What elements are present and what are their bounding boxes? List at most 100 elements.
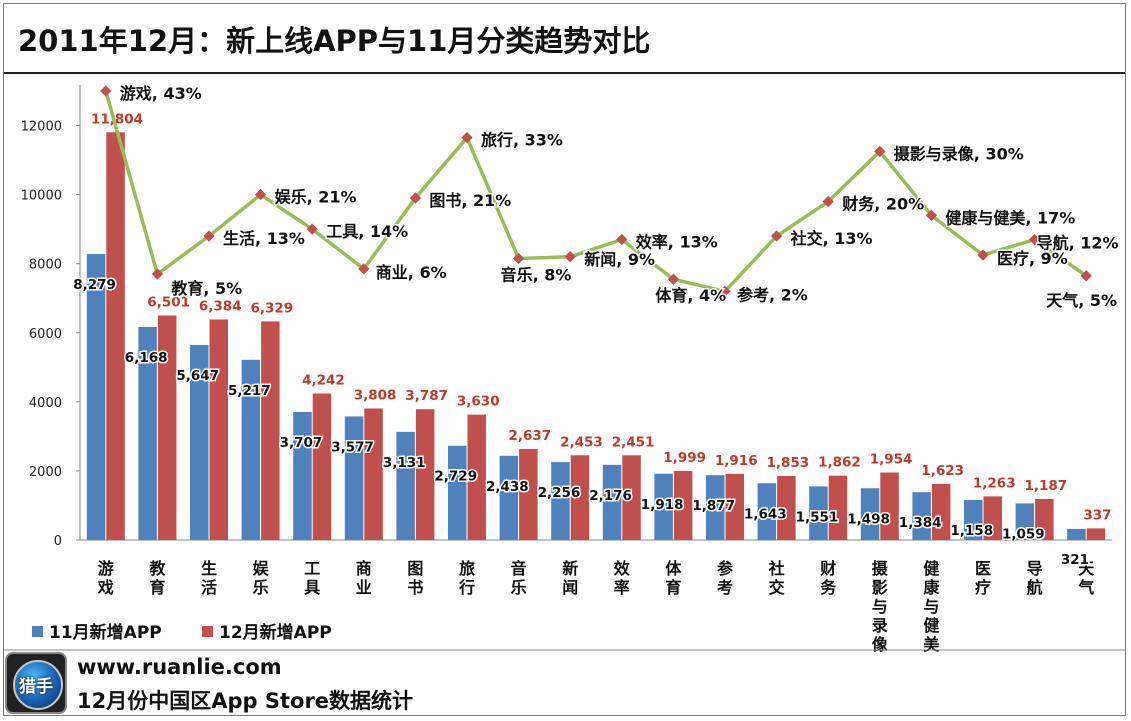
bar-nov: [757, 483, 777, 540]
data-label-dec: 1,187: [1024, 478, 1067, 494]
data-label-dec: 337: [1083, 507, 1111, 523]
bar-nov: [654, 473, 673, 540]
trend-data-label: 娱乐, 21%: [275, 188, 357, 207]
bar-nov: [551, 462, 570, 540]
chart-frame: [3, 3, 1126, 716]
data-label-nov: 321: [1061, 552, 1089, 568]
trend-marker: [874, 145, 886, 158]
trend-marker: [822, 195, 834, 208]
x-category-label: 娱乐: [253, 559, 270, 597]
legend-swatch-dec: [202, 626, 213, 637]
bar-nov: [860, 488, 880, 540]
x-category-label: 财务: [819, 559, 837, 597]
data-label-dec: 11,804: [91, 111, 143, 127]
trend-data-label: 导航, 12%: [1037, 234, 1119, 253]
data-label-dec: 6,384: [199, 299, 242, 315]
y-tick-label: 4000: [29, 396, 62, 411]
trend-marker: [306, 223, 318, 235]
trend-marker: [203, 230, 215, 242]
trend-data-label: 参考, 2%: [737, 285, 808, 304]
data-label-nov: 8,279: [73, 277, 116, 293]
trend-marker: [100, 85, 112, 97]
bar-dec: [931, 483, 951, 540]
data-label-dec: 2,637: [508, 428, 551, 444]
y-tick-label: 12000: [21, 120, 62, 135]
bar-dec: [106, 132, 125, 541]
data-label-nov: 1,059: [1002, 526, 1045, 542]
bar-dec: [1086, 528, 1106, 540]
bar-nov: [138, 326, 157, 540]
y-tick-label: 2000: [29, 465, 62, 480]
data-label-nov: 1,551: [796, 509, 839, 525]
y-tick-label: 8000: [29, 258, 62, 273]
bar-dec: [570, 455, 590, 540]
data-label-dec: 1,623: [921, 463, 964, 479]
bar-dec: [673, 470, 693, 540]
data-label-nov: 2,256: [538, 485, 581, 501]
data-label-dec: 1,954: [870, 452, 913, 468]
data-label-dec: 6,501: [147, 294, 190, 310]
trend-data-label: 摄影与录像, 30%: [894, 144, 1024, 163]
bar-nov: [241, 359, 261, 540]
trend-marker: [461, 131, 473, 144]
bar-nov: [706, 475, 725, 540]
trend-marker: [409, 192, 422, 204]
data-label-dec: 1,853: [766, 455, 809, 471]
data-label-dec: 3,787: [405, 388, 448, 404]
trend-data-label: 健康与健美, 17%: [945, 208, 1075, 227]
trend-data-label: 天气, 5%: [1046, 291, 1117, 310]
trend-marker: [254, 188, 267, 201]
bar-dec: [622, 455, 641, 540]
legend-swatch-nov: [32, 626, 43, 637]
legend-label-dec: 12月新增APP: [219, 622, 332, 643]
bar-dec: [209, 319, 228, 540]
data-label-nov: 1,498: [847, 511, 890, 527]
trend-marker: [564, 251, 576, 263]
trend-data-label: 体育, 4%: [655, 286, 726, 305]
trend-data-label: 游戏, 43%: [120, 84, 202, 103]
data-label-dec: 2,451: [612, 434, 655, 450]
bar-dec: [777, 476, 796, 540]
x-category-label: 商业: [356, 559, 372, 597]
bar-nov: [912, 492, 931, 540]
trend-data-label: 旅行, 33%: [481, 131, 563, 150]
x-category-label: 游戏: [97, 559, 114, 597]
bar-dec: [157, 315, 177, 540]
data-label-nov: 1,158: [950, 523, 993, 539]
x-category-label: 音乐: [511, 559, 527, 597]
data-label-nov: 2,176: [589, 488, 632, 504]
trend-marker: [1080, 270, 1092, 282]
x-category-label: 生活: [201, 559, 217, 597]
x-category-label: 体育: [665, 559, 682, 597]
trend-marker: [925, 209, 938, 221]
bar-dec: [467, 414, 486, 540]
page-title: 2011年12月：新上线APP与11月分类趋势对比: [18, 24, 651, 58]
x-category-label: 效率: [614, 559, 630, 597]
footer-subtitle: 12月份中国区App Store数据统计: [77, 689, 414, 713]
data-label-nov: 2,729: [434, 469, 477, 485]
trend-data-label: 社交, 13%: [790, 229, 873, 248]
y-tick-label: 10000: [21, 189, 62, 204]
trend-data-label: 财务, 20%: [841, 195, 924, 214]
trend-data-label: 医疗, 9%: [997, 249, 1068, 268]
trend-line: [104, 90, 1088, 294]
data-label-nov: 3,577: [331, 439, 374, 455]
data-label-nov: 1,877: [692, 498, 735, 514]
bar-nov: [86, 254, 106, 540]
trend-marker: [770, 230, 783, 242]
trend-data-label: 生活, 13%: [223, 229, 305, 248]
trend-marker: [358, 263, 370, 275]
x-category-label: 图书: [407, 559, 423, 597]
bar-dec: [312, 393, 332, 540]
trend-marker: [151, 268, 164, 280]
data-label-dec: 4,242: [302, 372, 345, 388]
x-category-label: 健康与健美: [923, 559, 940, 654]
x-category-label: 天气: [1077, 559, 1095, 597]
trend-data-label: 教育, 5%: [171, 279, 242, 298]
title-bar: 2011年12月：新上线APP与11月分类趋势对比: [4, 4, 1125, 74]
trend-marker: [1028, 233, 1041, 246]
x-category-label: 社交: [768, 559, 785, 597]
x-category-label: 医疗: [975, 559, 991, 597]
trend-marker: [719, 285, 731, 297]
